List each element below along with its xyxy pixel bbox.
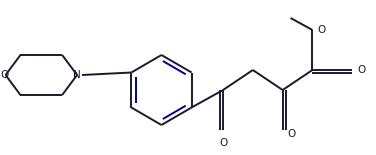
Text: O: O	[317, 25, 326, 35]
Text: O: O	[219, 138, 227, 148]
Text: O: O	[0, 70, 9, 80]
Text: O: O	[357, 65, 365, 75]
Text: N: N	[73, 70, 81, 80]
Text: O: O	[288, 129, 296, 139]
